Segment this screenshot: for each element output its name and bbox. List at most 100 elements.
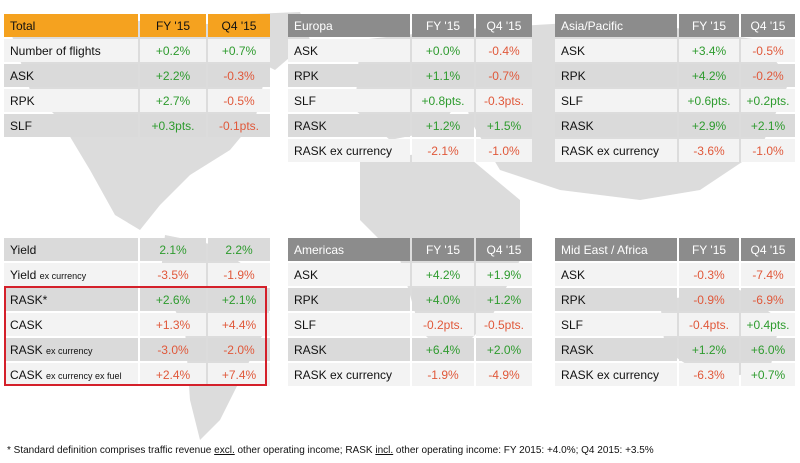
row-label: Number of flights: [4, 39, 138, 62]
americas-title: Americas: [288, 238, 410, 261]
row-fy: +4.2%: [412, 263, 474, 286]
row-q4: -1.0%: [476, 139, 532, 162]
row-q4: -0.4%: [476, 39, 532, 62]
row-fy: +2.4%: [140, 363, 206, 386]
row-fy: +1.2%: [412, 114, 474, 137]
row-label: ASK: [555, 39, 677, 62]
row-label: RPK: [4, 89, 138, 112]
asia-col-q4: Q4 '15: [741, 14, 795, 37]
row-q4: +6.0%: [741, 338, 795, 361]
row-fy: -0.3%: [679, 263, 739, 286]
row-label: RPK: [555, 64, 677, 87]
row-q4: -7.4%: [741, 263, 795, 286]
row-fy: +0.0%: [412, 39, 474, 62]
row-q4: +1.5%: [476, 114, 532, 137]
mideast-col-q4: Q4 '15: [741, 238, 795, 261]
row-fy: -0.9%: [679, 288, 739, 311]
asia-pacific-table: Asia/Pacific FY '15 Q4 '15 ASK +3.4% -0.5%…: [553, 12, 797, 164]
row-fy: +0.3pts.: [140, 114, 206, 137]
row-label: RASK: [288, 338, 410, 361]
row-q4: 2.2%: [208, 238, 270, 261]
row-fy: +0.6pts.: [679, 89, 739, 112]
row-fy: -0.2pts.: [412, 313, 474, 336]
row-label: SLF: [555, 89, 677, 112]
row-fy: +0.2%: [140, 39, 206, 62]
row-q4: -0.5pts.: [476, 313, 532, 336]
row-label: Yield: [4, 238, 138, 261]
row-fy: -2.1%: [412, 139, 474, 162]
row-label: RASK: [555, 338, 677, 361]
row-q4: +0.2pts.: [741, 89, 795, 112]
row-q4: +0.7%: [208, 39, 270, 62]
mideast-title: Mid East / Africa: [555, 238, 677, 261]
row-q4: -0.3%: [208, 64, 270, 87]
row-q4: +7.4%: [208, 363, 270, 386]
row-label: RASK: [555, 114, 677, 137]
total-col-fy: FY '15: [140, 14, 206, 37]
rask-cask-highlight-box: [4, 286, 267, 386]
row-fy: +1.3%: [140, 313, 206, 336]
total-title: Total: [4, 14, 138, 37]
row-fy: 2.1%: [140, 238, 206, 261]
row-label: RASK ex currency: [555, 363, 677, 386]
asia-col-fy: FY '15: [679, 14, 739, 37]
row-fy: +0.8pts.: [412, 89, 474, 112]
row-q4: -6.9%: [741, 288, 795, 311]
row-fy: -1.9%: [412, 363, 474, 386]
row-fy: +2.7%: [140, 89, 206, 112]
row-fy: +2.6%: [140, 288, 206, 311]
row-fy: -6.3%: [679, 363, 739, 386]
row-q4: -0.2%: [741, 64, 795, 87]
row-label: SLF: [288, 89, 410, 112]
footnote: * Standard definition comprises traffic …: [7, 445, 654, 456]
row-fy: +1.2%: [679, 338, 739, 361]
row-fy: -3.0%: [140, 338, 206, 361]
row-label: CASK ex currency ex fuel: [4, 363, 138, 386]
row-fy: -3.6%: [679, 139, 739, 162]
americas-table: Americas FY '15 Q4 '15 ASK +4.2% +1.9% RPK…: [286, 236, 534, 388]
row-q4: -0.1pts.: [208, 114, 270, 137]
row-q4: -0.5%: [208, 89, 270, 112]
row-label: Yield ex currency: [4, 263, 138, 286]
row-q4: +1.2%: [476, 288, 532, 311]
row-fy: +4.0%: [412, 288, 474, 311]
row-label: CASK: [4, 313, 138, 336]
yield-table: Yield 2.1% 2.2% Yield ex currency -3.5% -1.9…: [2, 236, 272, 388]
row-fy: -0.4pts.: [679, 313, 739, 336]
row-q4: -1.0%: [741, 139, 795, 162]
row-q4: +2.0%: [476, 338, 532, 361]
row-label: RPK: [555, 288, 677, 311]
mideast-africa-table: Mid East / Africa FY '15 Q4 '15 ASK -0.3%…: [553, 236, 797, 388]
row-fy: +2.2%: [140, 64, 206, 87]
row-q4: +4.4%: [208, 313, 270, 336]
row-q4: +1.9%: [476, 263, 532, 286]
row-label: RASK ex currency: [288, 139, 410, 162]
total-col-q4: Q4 '15: [208, 14, 270, 37]
asia-title: Asia/Pacific: [555, 14, 677, 37]
row-fy: -3.5%: [140, 263, 206, 286]
mideast-col-fy: FY '15: [679, 238, 739, 261]
row-q4: +2.1%: [741, 114, 795, 137]
row-label: ASK: [288, 39, 410, 62]
row-label: SLF: [4, 114, 138, 137]
row-q4: -4.9%: [476, 363, 532, 386]
row-label: SLF: [555, 313, 677, 336]
row-label: ASK: [4, 64, 138, 87]
row-fy: +6.4%: [412, 338, 474, 361]
row-label: RASK ex currency: [555, 139, 677, 162]
europa-table: Europa FY '15 Q4 '15 ASK +0.0% -0.4% RPK +1…: [286, 12, 534, 164]
row-label: RPK: [288, 64, 410, 87]
row-q4: -0.7%: [476, 64, 532, 87]
row-q4: +2.1%: [208, 288, 270, 311]
europa-col-q4: Q4 '15: [476, 14, 532, 37]
row-label: ASK: [288, 263, 410, 286]
row-label: RASK: [288, 114, 410, 137]
row-label: RASK*: [4, 288, 138, 311]
row-fy: +3.4%: [679, 39, 739, 62]
row-fy: +2.9%: [679, 114, 739, 137]
row-fy: +4.2%: [679, 64, 739, 87]
row-label: SLF: [288, 313, 410, 336]
row-q4: -0.5%: [741, 39, 795, 62]
americas-col-fy: FY '15: [412, 238, 474, 261]
total-table: Total FY '15 Q4 '15 Number of flights +0.…: [2, 12, 272, 139]
